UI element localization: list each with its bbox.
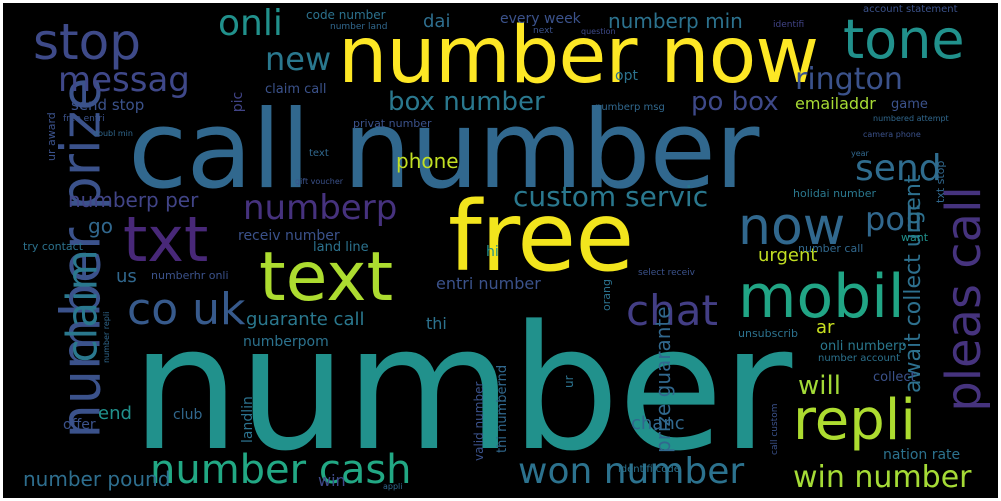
word-number-pound: number pound	[23, 467, 171, 491]
word-ur-award: ur award	[45, 112, 58, 161]
word-prize-guarante: prize guarante	[651, 306, 675, 453]
word-rington: rington	[795, 62, 903, 97]
word-number-account: number account	[818, 353, 901, 364]
word-number-repli: number repli	[102, 311, 111, 363]
word-guarante-call: guarante call	[246, 309, 365, 330]
word-want: want	[901, 231, 929, 244]
word-account-statement: account statement	[863, 4, 958, 15]
word-numberhr-onli: numberhr onli	[151, 269, 229, 282]
word-emailaddr: emailaddr	[795, 94, 876, 113]
word-numberp: numberp	[243, 188, 398, 228]
word-thi-numbernd: thi numbernd	[495, 364, 510, 453]
word-won-number: won number	[518, 451, 745, 492]
word-custom-servic: custom servic	[513, 180, 709, 213]
word-thi: thi	[426, 314, 447, 333]
word-await-collect: await collect urgent	[901, 174, 926, 393]
word-question: question	[581, 27, 616, 36]
word-txt-stop: txt stop	[934, 160, 947, 203]
word-unsubscrib: unsubscrib	[738, 327, 798, 340]
word-entri-number: entri number	[436, 274, 541, 293]
word-cloud: number call number number now free text …	[3, 3, 998, 498]
word-text-small: text	[309, 148, 329, 159]
word-claim: claim	[57, 249, 107, 363]
word-tone: tone	[843, 8, 965, 71]
word-club: club	[173, 407, 203, 423]
word-numberp-msg: numberp msg	[595, 102, 665, 113]
word-ur: ur	[562, 375, 576, 388]
word-collect: collect	[873, 370, 916, 385]
word-txt: txt	[123, 203, 209, 276]
word-every-week: every week	[500, 11, 581, 27]
word-win-number: win number	[793, 460, 972, 495]
word-number-call: number call	[798, 242, 864, 255]
word-game: game	[891, 97, 928, 112]
word-co-uk: co uk	[127, 284, 246, 335]
word-identifi-code: identifi code	[618, 464, 680, 475]
word-receiv-number: receiv number	[238, 228, 340, 244]
word-go: go	[88, 214, 113, 238]
word-try-contact: try contact	[23, 240, 84, 253]
word-privat-number: privat number	[353, 117, 432, 130]
word-new: new	[265, 40, 332, 78]
word-appli: appli	[383, 482, 403, 491]
word-year: year	[851, 149, 869, 158]
word-claim-call: claim call	[265, 82, 327, 97]
word-repli: repli	[793, 388, 916, 453]
word-messag: messag	[58, 60, 190, 100]
word-mobil: mobil	[738, 262, 905, 332]
word-call-custom: call custom	[770, 403, 780, 455]
word-will: will	[798, 371, 841, 401]
word-free: free	[448, 181, 634, 293]
word-now-big: now	[738, 197, 846, 257]
word-camera-phone: camera phone	[863, 130, 921, 139]
word-number: number	[131, 288, 792, 489]
word-box-number: box number	[388, 87, 545, 117]
word-offer: offer	[63, 417, 96, 433]
word-doubl-min: doubl min	[93, 129, 133, 138]
word-phone: phone	[396, 149, 459, 173]
word-code-number: code number	[306, 8, 386, 22]
word-orang: orang	[600, 279, 613, 311]
word-valid-number: valid number	[472, 381, 486, 461]
word-pic: pic	[230, 91, 247, 113]
word-chat: chat	[626, 286, 718, 335]
word-urgent: urgent	[758, 245, 818, 266]
word-identifi: identifi	[773, 20, 805, 30]
word-next: next	[533, 26, 553, 36]
word-poli: poli	[865, 200, 923, 238]
word-text: text	[259, 238, 394, 317]
word-numberp-min: numberp min	[608, 9, 743, 33]
word-po-box: po box	[691, 87, 779, 117]
word-send-stop: send stop	[71, 96, 145, 114]
word-onli-numberp: onli numberp	[820, 339, 907, 354]
word-opt: opt	[615, 68, 638, 84]
word-end: end	[98, 403, 132, 424]
word-ar: ar	[816, 317, 835, 338]
word-numberpom: numberpom	[243, 334, 329, 350]
word-numberp-per: numberp per	[68, 188, 199, 212]
word-number-land: number land	[330, 22, 388, 32]
word-land-line: land line	[313, 240, 369, 255]
word-onli: onli	[218, 3, 283, 44]
word-win: win	[318, 471, 346, 490]
word-hi: hi	[486, 244, 499, 260]
word-free-entri: free entri	[63, 114, 105, 124]
word-send: send	[855, 148, 942, 189]
word-us: us	[116, 266, 137, 287]
word-landlin: landlin	[240, 396, 256, 443]
word-select-receiv: select receiv	[638, 268, 695, 278]
word-number-cash: number cash	[150, 447, 412, 493]
word-numbered-attempt: numbered attempt	[873, 114, 949, 123]
word-call-number: call number	[128, 88, 759, 213]
word-nation-rate: nation rate	[883, 447, 961, 463]
word-gift-voucher: gift voucher	[295, 177, 344, 186]
word-stop: stop	[33, 13, 141, 71]
word-number-now: number now	[338, 11, 819, 101]
word-dai: dai	[423, 11, 451, 32]
word-pleas-call: pleas call	[935, 186, 992, 412]
word-holidai-number: holidai number	[793, 187, 877, 200]
word-chanc: chanc	[631, 413, 685, 434]
